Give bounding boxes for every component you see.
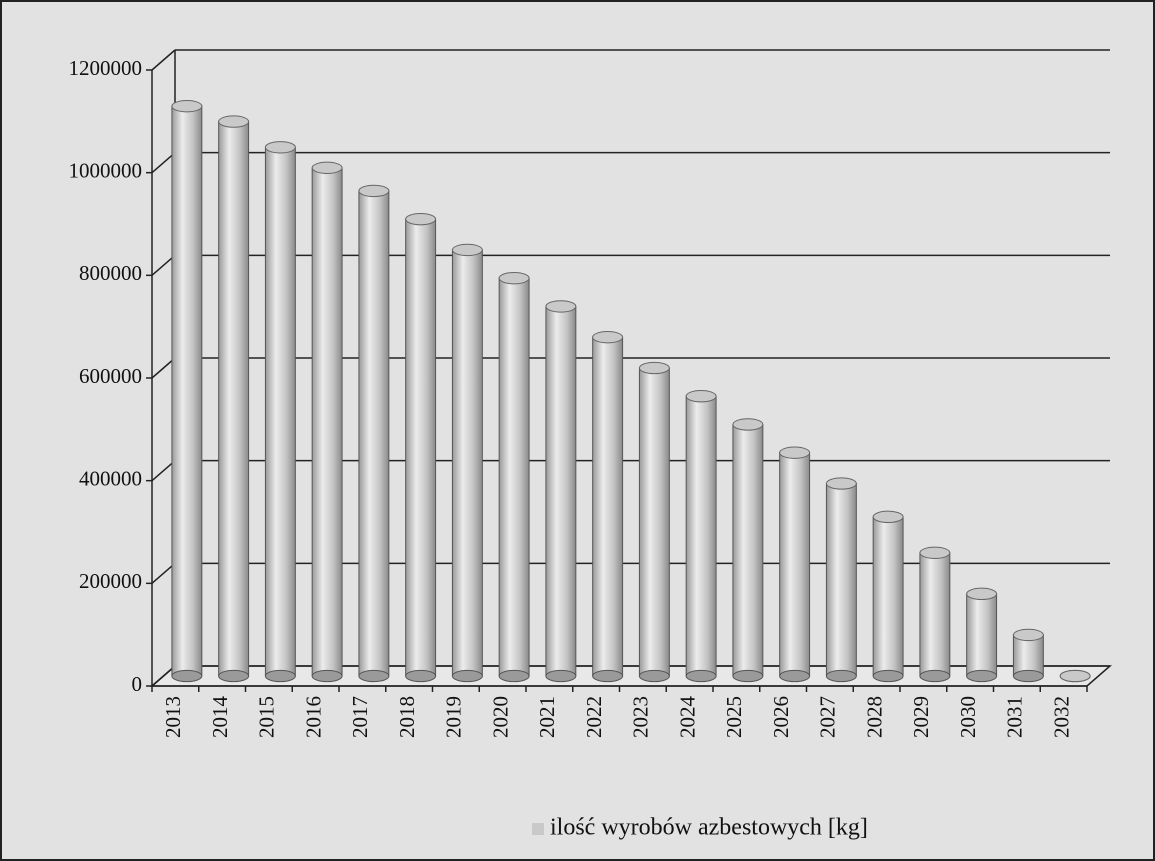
bar-base: [264, 669, 296, 683]
bar-base: [779, 669, 811, 683]
bar-top: [825, 477, 857, 490]
x-tick-label: 2021: [535, 696, 559, 738]
bar-top: [592, 331, 624, 344]
bar-base: [872, 669, 904, 683]
bar: [872, 516, 904, 677]
bar: [592, 336, 624, 677]
bar-base: [498, 669, 530, 683]
bar: [358, 190, 390, 677]
x-tick-label: 2032: [1049, 696, 1073, 738]
legend-label: ilość wyrobów azbestowych [kg]: [550, 815, 868, 841]
bar-top: [1059, 669, 1091, 683]
bar: [1012, 634, 1044, 677]
bar-top: [498, 271, 530, 285]
x-tick-label: 2019: [442, 696, 466, 738]
bar-top: [1012, 628, 1044, 642]
bar-base: [1012, 669, 1044, 683]
x-tick-label: 2015: [255, 696, 279, 738]
bar-top: [451, 243, 483, 257]
grid-side: [151, 562, 176, 584]
bar: [171, 105, 203, 677]
y-tick-label: 800000: [79, 261, 142, 285]
bar-base: [592, 669, 624, 683]
bar: [638, 367, 670, 677]
bar-base: [405, 669, 437, 683]
bar-base: [732, 669, 764, 683]
y-tick-label: 0: [132, 672, 143, 696]
bar-top: [218, 115, 250, 128]
x-tick-label: 2030: [956, 696, 980, 738]
x-tick-label: 2020: [488, 696, 512, 738]
grid-side: [151, 357, 176, 379]
bar: [779, 452, 811, 677]
x-tick-label: 2023: [629, 696, 653, 738]
grid-side: [151, 152, 176, 174]
x-tick-label: 2013: [161, 696, 185, 738]
x-tick-label: 2022: [582, 696, 606, 738]
legend-swatch: [532, 823, 544, 835]
bar-base: [919, 669, 951, 683]
grid-side: [151, 460, 176, 482]
bar-top: [358, 184, 390, 198]
bar: [919, 552, 951, 677]
bar-base: [218, 669, 250, 683]
bar: [451, 249, 483, 677]
y-tick-label: 1000000: [69, 158, 143, 182]
bar-base: [825, 669, 857, 683]
bar: [825, 483, 857, 677]
bar-top: [405, 212, 437, 226]
y-tick-label: 1200000: [69, 56, 143, 80]
bar-top: [732, 418, 764, 431]
bar-base: [311, 669, 343, 683]
bar-top: [685, 390, 717, 403]
bar-top: [264, 141, 296, 154]
bar: [732, 423, 764, 677]
y-tick-label: 600000: [79, 364, 142, 388]
bar: [264, 146, 296, 677]
bar: [405, 218, 437, 677]
bar-base: [545, 669, 577, 683]
bar-top: [919, 546, 951, 559]
bar-base: [685, 669, 717, 683]
bar-top: [545, 300, 577, 313]
bar: [311, 167, 343, 677]
bar-base: [966, 669, 998, 683]
bar: [498, 277, 530, 677]
bar-top: [171, 100, 203, 113]
bar-base: [638, 669, 670, 683]
bar: [685, 395, 717, 677]
bar: [545, 305, 577, 677]
x-tick-label: 2017: [348, 696, 372, 738]
bar-base: [358, 669, 390, 683]
y-tick-label: 400000: [79, 466, 142, 490]
bar-top: [779, 446, 811, 459]
grid-side: [151, 254, 176, 276]
x-tick-label: 2016: [301, 696, 325, 738]
x-tick-label: 2028: [862, 696, 886, 738]
x-tick-label: 2025: [722, 696, 746, 738]
y-tick-label: 200000: [79, 569, 142, 593]
bar-base: [171, 669, 203, 683]
bar-top: [872, 510, 904, 524]
x-tick-label: 2027: [816, 696, 840, 738]
bar: [966, 593, 998, 677]
x-tick-label: 2024: [675, 696, 699, 739]
bar-top: [638, 361, 670, 375]
x-tick-label: 2026: [769, 696, 793, 738]
grid-side: [151, 49, 176, 71]
bar-base: [451, 669, 483, 683]
x-tick-label: 2029: [909, 696, 933, 738]
grid-side: [151, 665, 176, 687]
bar-top: [966, 587, 998, 601]
bar-top: [311, 161, 343, 174]
x-tick-label: 2014: [208, 696, 232, 739]
bar: [218, 121, 250, 677]
x-tick-label: 2031: [1003, 696, 1027, 738]
x-tick-label: 2018: [395, 696, 419, 738]
